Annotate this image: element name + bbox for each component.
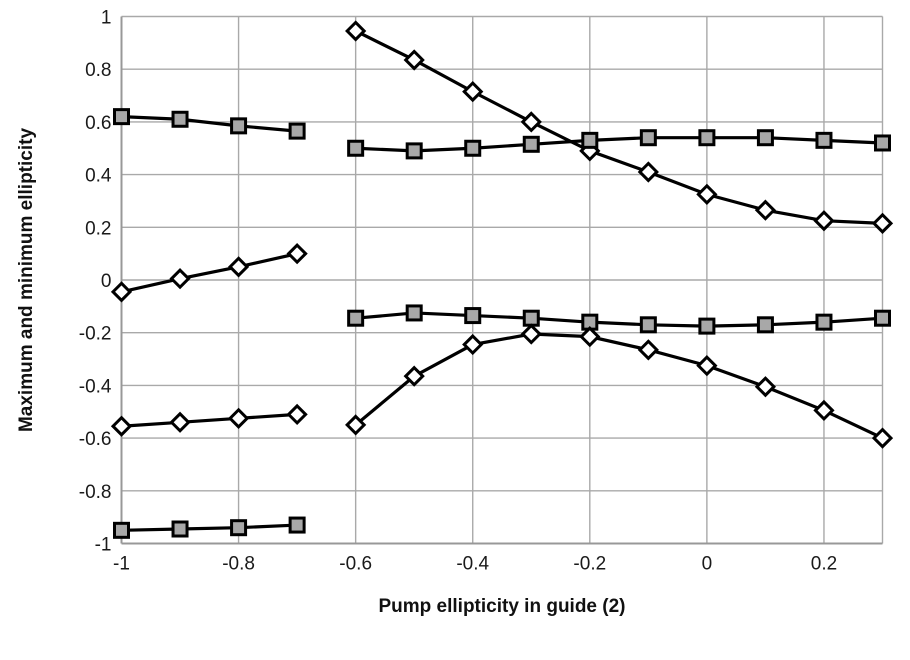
y-tick-label: 0.6	[85, 113, 111, 134]
diamond-marker	[227, 407, 250, 429]
square-marker	[522, 309, 540, 327]
square-marker	[756, 316, 774, 334]
square-marker	[639, 316, 657, 334]
diamond-marker	[871, 427, 894, 449]
square-marker	[815, 313, 833, 331]
y-tick-label: 0	[101, 271, 112, 292]
series-line-diamond-lower-left	[121, 412, 298, 428]
square-marker	[874, 134, 891, 152]
square-marker	[113, 521, 130, 539]
diamond-marker	[345, 414, 367, 436]
y-tick-label: 0.4	[85, 166, 112, 187]
series-line-square-bottom-left	[121, 523, 298, 532]
square-marker	[347, 309, 365, 327]
x-tick-label: -0.8	[222, 554, 255, 575]
series-line-diamond-upper-right	[354, 29, 883, 225]
square-marker	[230, 117, 248, 135]
x-tick-label: 0	[702, 554, 713, 575]
x-tick-label: -0.2	[573, 554, 606, 575]
square-marker	[874, 309, 891, 327]
series-line-square-upper-right	[355, 136, 883, 153]
diamond-marker	[696, 183, 718, 205]
diamond-marker	[520, 323, 542, 345]
diamond-marker	[286, 403, 308, 426]
diamond-marker	[637, 161, 659, 183]
series-line-diamond-mid-left	[121, 252, 298, 294]
series-line-square-upper-left	[121, 115, 298, 133]
y-tick-label: -0.4	[79, 376, 112, 397]
square-marker	[288, 122, 306, 140]
square-marker	[405, 304, 423, 322]
x-tick-label: -0.6	[339, 554, 372, 575]
diamond-marker	[637, 339, 659, 361]
square-marker	[464, 307, 482, 325]
y-tick-label: -1	[95, 535, 112, 556]
diamond-marker	[286, 243, 308, 265]
y-tick-label: 1	[101, 8, 112, 29]
diamond-marker	[403, 365, 425, 387]
square-marker	[230, 519, 248, 537]
diamond-marker	[169, 411, 191, 433]
series-line-square-mid-right	[355, 311, 883, 328]
x-tick-label: -1	[113, 554, 130, 575]
diamond-marker	[579, 326, 601, 348]
diamond-marker	[403, 49, 425, 71]
diamond-marker	[696, 355, 718, 377]
diamond-marker	[813, 399, 835, 422]
y-axis-title: Maximum and minimum ellipticity	[16, 127, 37, 433]
square-marker	[815, 131, 833, 149]
y-tick-label: -0.2	[79, 324, 112, 345]
diamond-marker	[462, 333, 484, 356]
square-marker	[639, 129, 657, 147]
y-tick-label: -0.8	[79, 482, 112, 503]
square-marker	[581, 131, 599, 149]
square-marker	[756, 129, 774, 147]
square-marker	[698, 317, 716, 335]
y-tick-label: -0.6	[79, 429, 112, 450]
square-marker	[405, 142, 423, 160]
x-tick-label: -0.4	[456, 554, 489, 575]
x-tick-label: 0.2	[811, 554, 837, 575]
square-marker	[113, 108, 130, 126]
series-line-diamond-lower-right	[354, 332, 884, 440]
square-marker	[347, 139, 365, 157]
diamond-marker	[871, 212, 894, 234]
square-marker	[171, 110, 189, 128]
diamond-marker	[345, 20, 367, 42]
diamond-marker	[754, 376, 777, 398]
square-marker	[464, 139, 482, 157]
x-axis-title: Pump ellipticity in guide (2)	[378, 596, 626, 617]
diamond-marker	[813, 210, 835, 232]
diamond-marker	[110, 281, 133, 303]
square-marker	[522, 135, 540, 153]
square-marker	[698, 129, 716, 147]
diamond-marker	[520, 111, 542, 133]
diamond-marker	[754, 199, 777, 221]
square-marker	[171, 520, 189, 538]
diamond-marker	[110, 415, 133, 437]
y-tick-label: 0.2	[85, 218, 111, 239]
square-marker	[288, 516, 306, 534]
y-tick-label: 0.8	[85, 60, 111, 81]
diamond-marker	[169, 268, 191, 290]
diamond-marker	[227, 256, 250, 278]
diamond-marker	[462, 80, 484, 103]
